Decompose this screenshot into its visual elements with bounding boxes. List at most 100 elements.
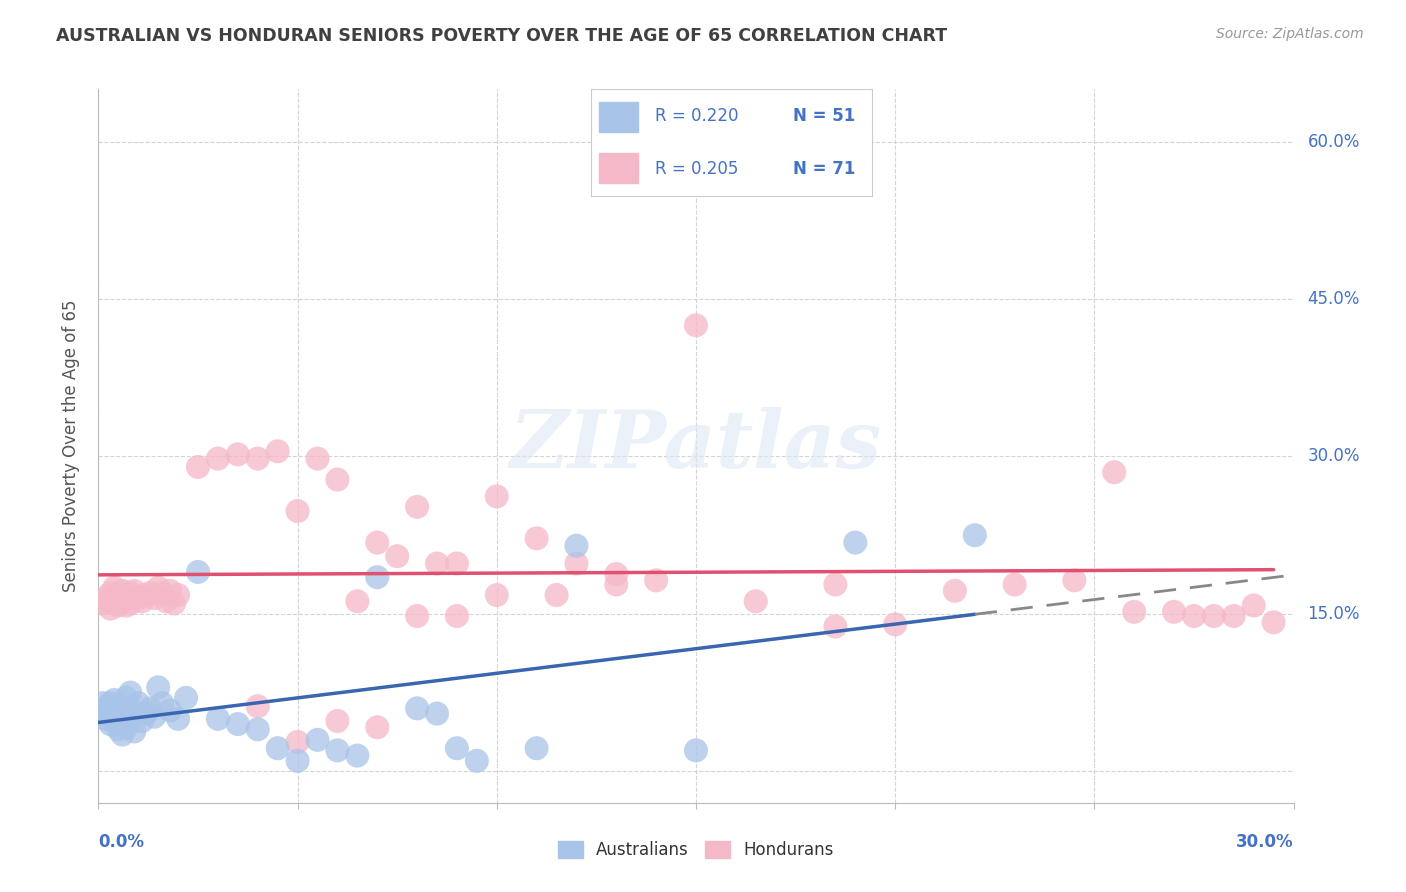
Point — [98, 706, 122, 721]
Point — [1102, 465, 1125, 479]
Point — [1182, 609, 1205, 624]
Point — [107, 723, 129, 737]
Point — [207, 712, 229, 726]
Point — [111, 728, 134, 742]
Point — [111, 701, 134, 715]
Point — [406, 701, 429, 715]
Point — [167, 712, 190, 726]
Text: 45.0%: 45.0% — [1308, 290, 1360, 308]
Point — [426, 706, 449, 721]
Point — [526, 741, 548, 756]
Point — [103, 693, 125, 707]
Bar — [599, 153, 638, 184]
Point — [246, 699, 269, 714]
Point — [98, 586, 122, 600]
Point — [287, 735, 309, 749]
Point — [91, 696, 114, 710]
Point — [685, 318, 707, 333]
Point — [150, 696, 173, 710]
Point — [159, 583, 181, 598]
Point — [148, 581, 170, 595]
Point — [326, 473, 349, 487]
Point — [155, 594, 177, 608]
Point — [103, 596, 125, 610]
Point — [131, 714, 153, 728]
Point — [115, 720, 138, 734]
Point — [148, 681, 170, 695]
Point — [150, 586, 173, 600]
Point — [96, 712, 118, 726]
Point — [943, 583, 966, 598]
Point — [120, 586, 142, 600]
Point — [824, 619, 846, 633]
Text: R = 0.205: R = 0.205 — [655, 160, 738, 178]
Point — [745, 594, 768, 608]
Point — [127, 706, 149, 721]
Point — [287, 504, 309, 518]
Point — [103, 703, 125, 717]
Text: ZIPatlas: ZIPatlas — [510, 408, 882, 484]
Text: Source: ZipAtlas.com: Source: ZipAtlas.com — [1216, 27, 1364, 41]
Point — [115, 690, 138, 705]
Point — [605, 577, 627, 591]
Point — [124, 724, 146, 739]
Point — [963, 528, 986, 542]
Point — [406, 609, 429, 624]
Point — [111, 583, 134, 598]
Point — [645, 145, 668, 160]
Point — [446, 557, 468, 571]
Point — [685, 743, 707, 757]
Point — [366, 570, 388, 584]
Point — [187, 460, 209, 475]
Point — [127, 696, 149, 710]
Text: 60.0%: 60.0% — [1308, 133, 1360, 151]
Text: 30.0%: 30.0% — [1236, 833, 1294, 851]
Point — [246, 723, 269, 737]
Point — [135, 706, 157, 721]
Point — [824, 577, 846, 591]
Point — [120, 712, 142, 726]
Point — [1202, 609, 1225, 624]
Point — [98, 717, 122, 731]
Point — [426, 557, 449, 571]
Point — [139, 586, 162, 600]
Point — [465, 754, 488, 768]
Point — [884, 617, 907, 632]
Point — [226, 717, 249, 731]
Point — [246, 451, 269, 466]
Point — [98, 601, 122, 615]
Point — [91, 706, 114, 721]
Point — [366, 535, 388, 549]
Point — [174, 690, 197, 705]
Legend: Australians, Hondurans: Australians, Hondurans — [551, 834, 841, 866]
Point — [605, 567, 627, 582]
Point — [446, 741, 468, 756]
Point — [187, 565, 209, 579]
Point — [267, 444, 290, 458]
Point — [1123, 605, 1146, 619]
Point — [167, 588, 190, 602]
Point — [226, 447, 249, 461]
Point — [346, 594, 368, 608]
Point — [96, 701, 118, 715]
Y-axis label: Seniors Poverty Over the Age of 65: Seniors Poverty Over the Age of 65 — [62, 300, 80, 592]
Point — [127, 591, 149, 606]
Point — [287, 754, 309, 768]
Point — [163, 596, 186, 610]
Point — [326, 743, 349, 757]
Point — [1263, 615, 1285, 630]
Point — [406, 500, 429, 514]
Bar — [599, 102, 638, 132]
Point — [565, 539, 588, 553]
Point — [115, 599, 138, 613]
Text: N = 71: N = 71 — [793, 160, 855, 178]
Point — [1222, 609, 1246, 624]
Point — [107, 599, 129, 613]
Point — [485, 588, 508, 602]
Point — [844, 535, 866, 549]
Point — [1004, 577, 1026, 591]
Point — [111, 714, 134, 728]
Point — [307, 451, 329, 466]
Point — [115, 591, 138, 606]
Text: 0.0%: 0.0% — [98, 833, 145, 851]
